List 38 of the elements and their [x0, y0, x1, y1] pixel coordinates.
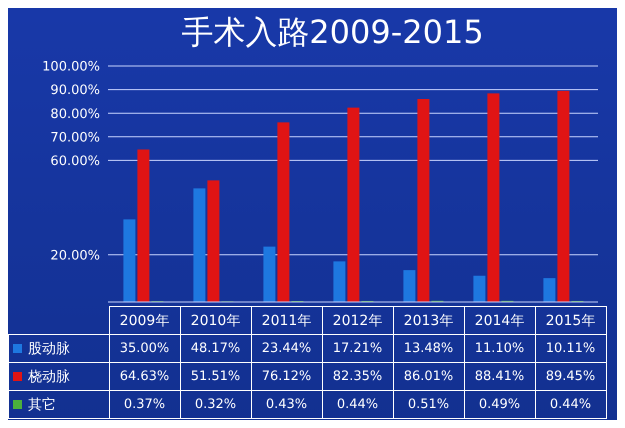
- y-tick-label: 80.00%: [50, 106, 100, 122]
- data-label: 0.49%: [464, 390, 535, 418]
- x-tick-label: 2011年: [251, 306, 322, 334]
- data-label: 23.44%: [251, 334, 322, 362]
- legend-label: 股动脉: [8, 334, 109, 362]
- y-tick-label: 60.00%: [50, 154, 100, 170]
- data-label: 0.44%: [535, 390, 606, 418]
- data-label: 11.10%: [464, 334, 535, 362]
- data-label: 76.12%: [251, 362, 322, 390]
- x-tick-label: 2014年: [464, 306, 535, 334]
- data-label: 35.00%: [109, 334, 180, 362]
- data-label: 0.43%: [251, 390, 322, 418]
- x-tick-label: 2015年: [535, 306, 606, 334]
- legend-label: 桡动脉: [8, 362, 109, 390]
- data-label: 86.01%: [393, 362, 464, 390]
- x-tick-label: 2012年: [322, 306, 393, 334]
- x-tick-label: 2010年: [180, 306, 251, 334]
- data-label: 48.17%: [180, 334, 251, 362]
- y-tick-label: 90.00%: [50, 83, 100, 98]
- data-label: 88.41%: [464, 362, 535, 390]
- data-label: 17.21%: [322, 334, 393, 362]
- chart-title: 手术入路2009-2015: [180, 12, 485, 53]
- x-tick-label: 2013年: [393, 306, 464, 334]
- data-label: 89.45%: [535, 362, 606, 390]
- data-label: 13.48%: [393, 334, 464, 362]
- data-label: 0.44%: [322, 390, 393, 418]
- y-tick-label: 70.00%: [50, 130, 100, 146]
- legend-label: 其它: [8, 390, 109, 418]
- data-label: 64.63%: [109, 362, 180, 390]
- data-label: 0.51%: [393, 390, 464, 418]
- y-tick-label: 20.00%: [50, 248, 100, 264]
- y-tick-label: 100.00%: [42, 60, 100, 75]
- data-label: 10.11%: [535, 334, 606, 362]
- data-label: 0.32%: [180, 390, 251, 418]
- data-label: 0.37%: [109, 390, 180, 418]
- x-tick-label: 2009年: [109, 306, 180, 334]
- data-label: 82.35%: [322, 362, 393, 390]
- data-label: 51.51%: [180, 362, 251, 390]
